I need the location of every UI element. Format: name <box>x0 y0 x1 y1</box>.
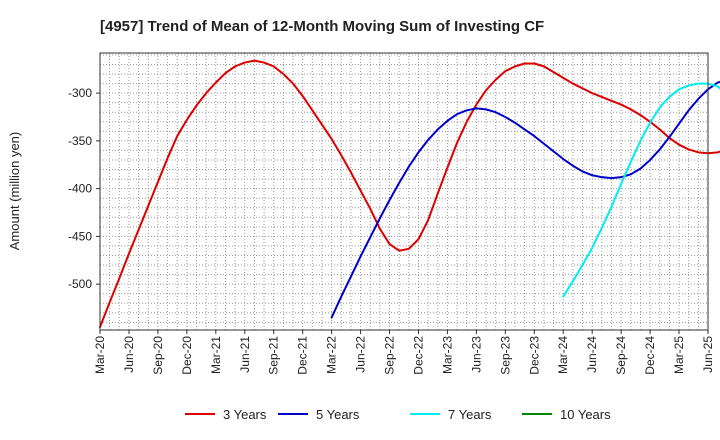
x-tick-label: Jun-23 <box>469 336 483 373</box>
series-layer <box>99 59 720 329</box>
series-line-5-years <box>330 80 720 319</box>
y-tick-label: -400 <box>68 182 92 196</box>
series-line-3-years <box>99 59 720 329</box>
plot-frame <box>99 52 709 331</box>
x-tick-label: Dec-24 <box>643 336 657 375</box>
grid <box>100 53 708 330</box>
x-tick-label: Dec-21 <box>296 336 310 375</box>
x-tick-label: Dec-23 <box>527 336 541 375</box>
x-tick-label: Dec-20 <box>180 336 194 375</box>
legend-label: 5 Years <box>316 407 360 422</box>
x-tick-label: Jun-21 <box>238 336 252 373</box>
legend-label: 10 Years <box>560 407 611 422</box>
legend: 3 Years 5 Years 7 Years 10 Years <box>185 407 611 422</box>
x-tick-label: Mar-22 <box>325 336 339 374</box>
legend-label: 7 Years <box>448 407 492 422</box>
x-tick-label: Sep-22 <box>383 336 397 375</box>
x-tick-label: Sep-21 <box>267 336 281 375</box>
x-tick-label: Sep-20 <box>151 336 165 375</box>
x-tick-label: Jun-25 <box>701 336 715 373</box>
x-tick-label: Jun-24 <box>585 336 599 373</box>
x-tick-label: Mar-24 <box>556 336 570 374</box>
x-tick-label: Mar-25 <box>672 336 686 374</box>
x-tick-label: Mar-20 <box>93 336 107 374</box>
x-tick-label: Mar-21 <box>209 336 223 374</box>
x-tick-label: Mar-23 <box>440 336 454 374</box>
y-tick-label: -500 <box>68 277 92 291</box>
x-tick-label: Sep-24 <box>614 336 628 375</box>
x-tick-label: Jun-22 <box>354 336 368 373</box>
x-axis: Mar-20 Jun-20 Sep-20 Dec-20 Mar-21 Jun-21 Sep-… <box>93 330 715 375</box>
y-tick-label: -450 <box>68 229 92 243</box>
x-tick-label: Jun-20 <box>122 336 136 373</box>
y-tick-label: -350 <box>68 134 92 148</box>
y-tick-label: -300 <box>68 86 92 100</box>
x-tick-label: Dec-22 <box>411 336 425 375</box>
y-axis: -300 -350 -400 -450 -500 <box>68 86 100 291</box>
chart-title: [4957] Trend of Mean of 12-Month Moving … <box>100 18 544 35</box>
y-axis-label: Amount (million yen) <box>7 132 22 251</box>
legend-label: 3 Years <box>223 407 267 422</box>
x-tick-label: Sep-23 <box>498 336 512 375</box>
